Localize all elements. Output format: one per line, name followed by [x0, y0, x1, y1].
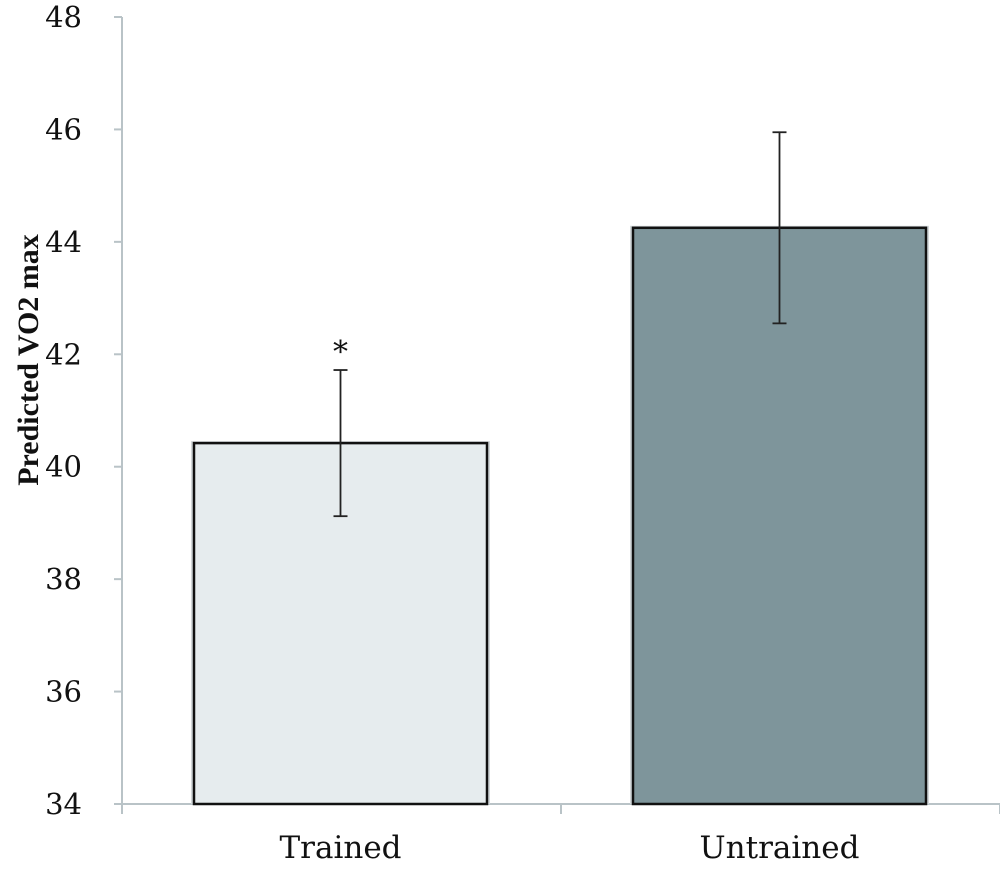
- bars: [191, 225, 929, 806]
- x-category-label: Trained: [279, 830, 401, 866]
- y-tick-label: 34: [45, 787, 82, 821]
- y-tick-label: 44: [45, 225, 82, 259]
- x-axis: [121, 803, 1000, 814]
- y-tick-label: 48: [45, 0, 82, 34]
- labels: * Trained Untrained: [279, 335, 859, 866]
- error-bars: [333, 131, 787, 518]
- y-tick-label: 40: [45, 450, 82, 484]
- y-axis: 34 36 38 40 42 44 46 48: [45, 0, 123, 821]
- y-axis-title: Predicted VO2 max: [12, 234, 45, 486]
- x-category-label: Untrained: [700, 830, 860, 866]
- y-tick-label: 42: [45, 337, 82, 371]
- y-tick-label: 46: [45, 112, 82, 146]
- significance-marker: *: [333, 335, 348, 370]
- y-tick-label: 36: [45, 675, 82, 709]
- y-tick-label: 38: [45, 562, 82, 596]
